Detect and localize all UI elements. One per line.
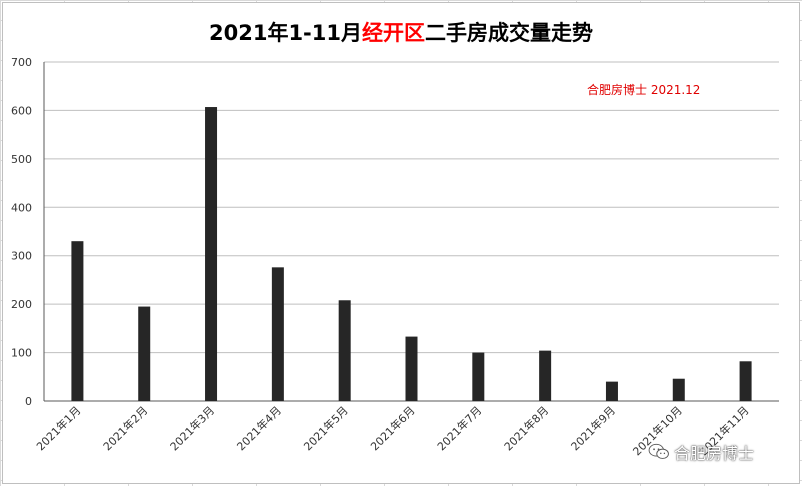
x-tick-label: 2021年1月 <box>33 403 83 453</box>
x-tick-labels: 2021年1月 2021年2月 2021年3月 2021年4月 2021年5月 2021年… <box>33 403 751 458</box>
y-tick-labels: 0 100 200 300 400 500 600 700 <box>11 56 32 408</box>
title-part-1: 2021年1-11月 <box>209 21 362 45</box>
x-tick-label: 2021年9月 <box>568 403 618 453</box>
x-tick-label: 2021年3月 <box>167 403 217 453</box>
x-tick-label: 2021年6月 <box>367 403 417 453</box>
bar-3[interactable] <box>205 107 218 401</box>
bar-4[interactable] <box>271 267 284 401</box>
bar-2[interactable] <box>138 306 151 401</box>
bar-7[interactable] <box>472 352 485 401</box>
chart-annotation: 合肥房博士 2021.12 <box>587 83 701 97</box>
y-tick-label: 700 <box>11 56 32 69</box>
bar-6[interactable] <box>405 336 418 401</box>
x-tick-label: 2021年8月 <box>501 403 551 453</box>
bar-1[interactable] <box>71 241 84 401</box>
y-tick-label: 500 <box>11 153 32 166</box>
title-part-3: 二手房成交量走势 <box>425 21 593 45</box>
y-tick-label: 600 <box>11 104 32 117</box>
bar-5[interactable] <box>338 300 351 401</box>
y-tick-label: 300 <box>11 250 32 263</box>
bar-10[interactable] <box>672 378 685 401</box>
y-tick-label: 400 <box>11 201 32 214</box>
watermark-text: 合肥房博士 <box>674 444 755 463</box>
y-tick-label: 100 <box>11 347 32 360</box>
gridlines <box>44 61 779 354</box>
x-tick-label: 2021年7月 <box>434 403 484 453</box>
title-part-2-highlight: 经开区 <box>362 21 425 45</box>
bars <box>71 107 752 401</box>
bar-11[interactable] <box>739 361 752 401</box>
watermark: 合肥房博士 <box>648 440 754 464</box>
y-tick-label: 0 <box>25 395 32 408</box>
bar-9[interactable] <box>605 381 618 401</box>
bar-8[interactable] <box>539 350 552 401</box>
x-tick-label: 2021年4月 <box>234 403 284 453</box>
chart-title: 2021年1-11月经开区二手房成交量走势 <box>3 17 799 47</box>
y-tick-label: 200 <box>11 298 32 311</box>
wechat-icon <box>648 443 669 459</box>
x-tick-label: 2021年5月 <box>301 403 351 453</box>
x-tick-label: 2021年2月 <box>100 403 150 453</box>
